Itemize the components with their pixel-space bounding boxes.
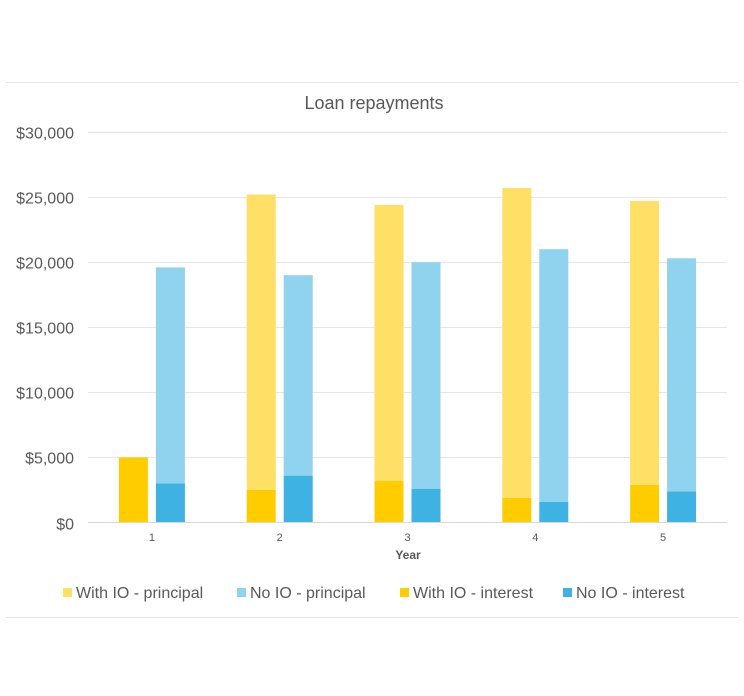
bar-no-io-principal-year-3 xyxy=(411,262,441,489)
x-axis-label: Year xyxy=(395,548,421,562)
bar-no-io-principal-year-2 xyxy=(283,275,313,476)
y-tick-label: $25,000 xyxy=(16,191,74,208)
bar-no-io-interest-year-2 xyxy=(283,475,313,523)
bar-with-io-principal-year-2 xyxy=(246,194,276,490)
x-tick-label: 5 xyxy=(660,532,666,544)
legend-swatch xyxy=(63,588,72,597)
legend: With IO - principal No IO - principal With… xyxy=(63,585,685,602)
bar-with-io-interest-year-4 xyxy=(502,497,532,523)
bar-no-io-interest-year-1 xyxy=(155,483,185,523)
legend-swatch xyxy=(237,588,246,597)
bar-with-io-principal-year-4 xyxy=(502,188,532,498)
x-tick-label: 3 xyxy=(404,532,410,544)
bar-with-io-principal-year-3 xyxy=(374,204,404,481)
x-axis: 1 2 3 4 5 xyxy=(149,532,666,544)
bar-with-io-interest-year-5 xyxy=(630,484,660,523)
bar-no-io-principal-year-4 xyxy=(539,249,569,502)
legend-entry: With IO - principal xyxy=(76,585,203,602)
bar-with-io-interest-year-1 xyxy=(118,457,148,523)
x-tick-label: 1 xyxy=(149,532,155,544)
y-axis: $0 $5,000 $10,000 $15,000 $20,000 $25,000 $30,… xyxy=(16,126,74,534)
chart-title: Loan repayments xyxy=(304,93,443,113)
bars xyxy=(118,188,697,523)
bar-with-io-interest-year-2 xyxy=(246,490,276,523)
bar-no-io-interest-year-5 xyxy=(667,491,697,523)
bar-no-io-interest-year-4 xyxy=(539,501,569,523)
x-tick-label: 4 xyxy=(532,532,538,544)
y-tick-label: $0 xyxy=(56,517,74,534)
bar-with-io-principal-year-5 xyxy=(630,201,660,485)
x-tick-label: 2 xyxy=(277,532,283,544)
bar-no-io-interest-year-3 xyxy=(411,488,441,523)
y-tick-label: $10,000 xyxy=(16,386,74,403)
legend-swatch xyxy=(400,588,409,597)
y-tick-label: $20,000 xyxy=(16,256,74,273)
y-tick-label: $5,000 xyxy=(25,451,74,468)
bar-no-io-principal-year-5 xyxy=(667,258,697,492)
bar-no-io-principal-year-1 xyxy=(155,267,185,484)
y-tick-label: $30,000 xyxy=(16,126,74,143)
legend-entry: With IO - interest xyxy=(413,585,534,602)
gridlines xyxy=(88,132,727,458)
legend-entry: No IO - principal xyxy=(250,585,366,602)
y-tick-label: $15,000 xyxy=(16,321,74,338)
legend-swatch xyxy=(563,588,572,597)
legend-entry: No IO - interest xyxy=(576,585,685,602)
chart-frame xyxy=(6,82,738,618)
bar-with-io-interest-year-3 xyxy=(374,480,404,523)
